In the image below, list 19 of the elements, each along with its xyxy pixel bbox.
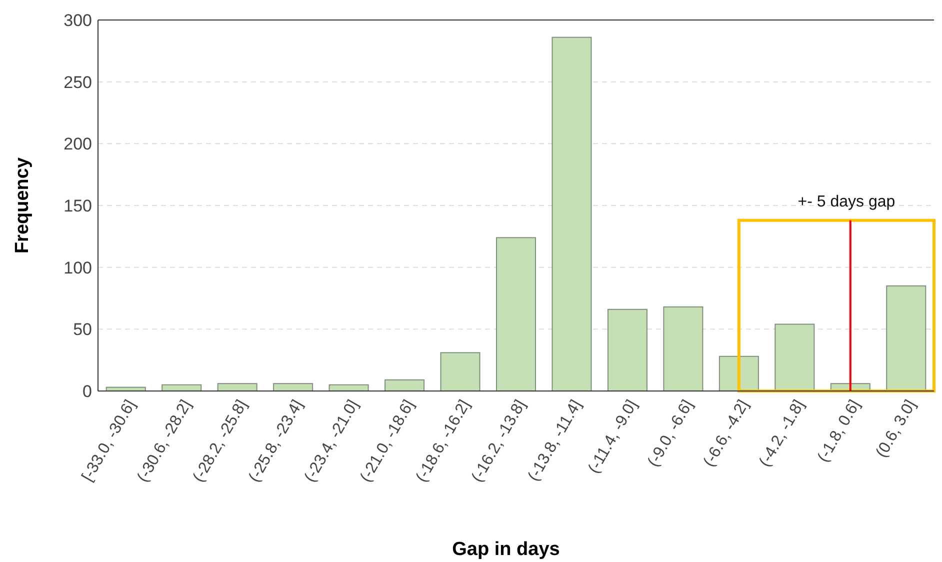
annotation: +- 5 days gap [798, 193, 896, 210]
y-tick-label: 250 [64, 72, 92, 92]
bar [774, 324, 815, 392]
y-tick-label: 150 [64, 196, 92, 216]
bar [886, 285, 926, 392]
x-tick-label: (0.6, 3.0] [873, 397, 920, 460]
bar [384, 379, 425, 392]
y-tick-label: 0 [82, 382, 92, 401]
y-tick-label: 50 [73, 320, 92, 340]
y-axis-title: Frequency [12, 157, 33, 254]
bar [552, 36, 592, 392]
bar [440, 352, 480, 392]
y-tick-label: 200 [64, 134, 92, 154]
bar [607, 308, 648, 392]
y-tick-label: 100 [64, 258, 92, 278]
y-tick-label: 300 [64, 10, 92, 30]
bar [663, 306, 704, 392]
x-axis-title: Gap in days [452, 539, 560, 560]
bar [496, 237, 536, 392]
